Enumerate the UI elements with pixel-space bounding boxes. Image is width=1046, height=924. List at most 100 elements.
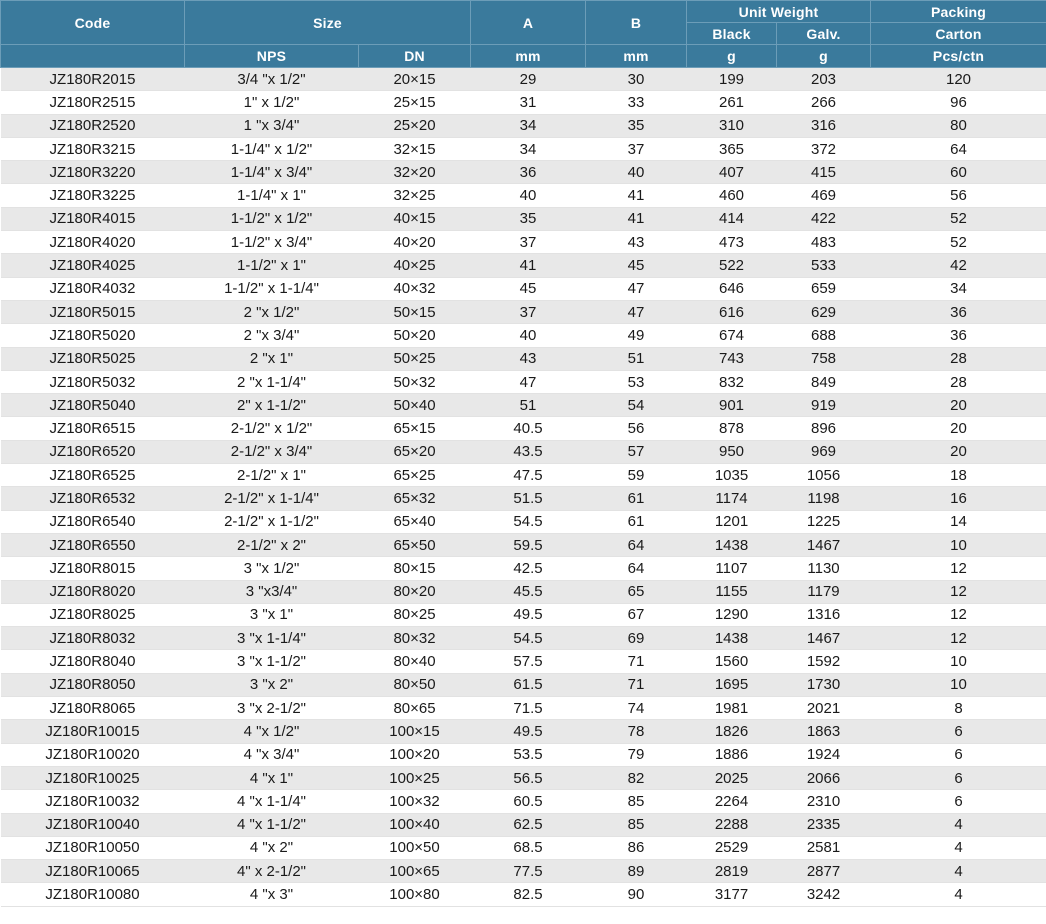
table-row: JZ180R10050 4 "x 2" 100×50 68.5 86 2529 2581 4 bbox=[0, 836, 1046, 861]
black-weight-cell: 901 bbox=[686, 393, 777, 418]
code-cell: JZ180R5040 bbox=[0, 393, 185, 418]
a-cell: 47 bbox=[470, 370, 586, 395]
b-cell: 64 bbox=[585, 533, 687, 558]
galv-weight-cell: 1924 bbox=[776, 743, 871, 767]
code-cell: JZ180R8050 bbox=[0, 673, 185, 698]
b-cell: 89 bbox=[585, 859, 687, 884]
galv-weight-cell: 415 bbox=[776, 160, 871, 185]
a-cell: 45.5 bbox=[470, 580, 586, 604]
b-cell: 65 bbox=[585, 580, 687, 604]
table-row: JZ180R5015 2 "x 1/2" 50×15 37 47 616 629 36 bbox=[0, 300, 1046, 325]
black-weight-cell: 1035 bbox=[686, 463, 777, 488]
dn-cell: 100×40 bbox=[358, 813, 471, 837]
nps-cell: 1-1/2" x 1-1/4" bbox=[184, 277, 359, 301]
dn-cell: 40×32 bbox=[358, 277, 471, 301]
galv-weight-cell: 1467 bbox=[776, 626, 871, 651]
black-weight-cell: 950 bbox=[686, 440, 777, 465]
galv-weight-cell: 1198 bbox=[776, 486, 871, 511]
galv-weight-cell: 2581 bbox=[776, 836, 871, 861]
table-row: JZ180R10015 4 "x 1/2" 100×15 49.5 78 1826 1863… bbox=[0, 719, 1046, 744]
header-black: Black bbox=[686, 22, 778, 45]
packing-cell: 4 bbox=[870, 882, 1046, 907]
nps-cell: 1-1/2" x 3/4" bbox=[184, 230, 359, 255]
b-cell: 64 bbox=[585, 556, 687, 581]
packing-cell: 56 bbox=[870, 183, 1046, 208]
b-cell: 41 bbox=[585, 207, 687, 232]
b-cell: 61 bbox=[585, 510, 687, 534]
b-cell: 47 bbox=[585, 277, 687, 301]
table-row: JZ180R6525 2-1/2" x 1" 65×25 47.5 59 1035 1056… bbox=[0, 463, 1046, 488]
galv-weight-cell: 896 bbox=[776, 416, 871, 441]
b-cell: 41 bbox=[585, 183, 687, 208]
dn-cell: 80×50 bbox=[358, 673, 471, 698]
a-cell: 56.5 bbox=[470, 766, 586, 791]
galv-weight-cell: 316 bbox=[776, 114, 871, 138]
b-cell: 35 bbox=[585, 114, 687, 138]
b-cell: 85 bbox=[585, 789, 687, 814]
code-cell: JZ180R6550 bbox=[0, 533, 185, 558]
dn-cell: 100×20 bbox=[358, 743, 471, 767]
galv-weight-cell: 483 bbox=[776, 230, 871, 255]
a-cell: 71.5 bbox=[470, 696, 586, 721]
black-weight-cell: 646 bbox=[686, 277, 777, 301]
galv-weight-cell: 659 bbox=[776, 277, 871, 301]
header-a-unit: mm bbox=[470, 44, 587, 68]
galv-weight-cell: 2066 bbox=[776, 766, 871, 791]
code-cell: JZ180R5032 bbox=[0, 370, 185, 395]
b-cell: 47 bbox=[585, 300, 687, 325]
b-cell: 30 bbox=[585, 67, 687, 92]
galv-weight-cell: 1863 bbox=[776, 719, 871, 744]
a-cell: 77.5 bbox=[470, 859, 586, 884]
table-row: JZ180R10065 4" x 2-1/2" 100×65 77.5 89 2819 28… bbox=[0, 859, 1046, 884]
dn-cell: 50×15 bbox=[358, 300, 471, 325]
nps-cell: 2 "x 1" bbox=[184, 347, 359, 371]
table-row: JZ180R3220 1-1/4" x 3/4" 32×20 36 40 407 415 60 bbox=[0, 160, 1046, 185]
table-row: JZ180R10032 4 "x 1-1/4" 100×32 60.5 85 2264 23… bbox=[0, 789, 1046, 814]
a-cell: 37 bbox=[470, 230, 586, 255]
b-cell: 67 bbox=[585, 603, 687, 628]
galv-weight-cell: 2021 bbox=[776, 696, 871, 721]
black-weight-cell: 1981 bbox=[686, 696, 777, 721]
black-weight-cell: 2025 bbox=[686, 766, 777, 791]
packing-cell: 42 bbox=[870, 253, 1046, 278]
nps-cell: 2 "x 1-1/4" bbox=[184, 370, 359, 395]
b-cell: 85 bbox=[585, 813, 687, 837]
b-cell: 51 bbox=[585, 347, 687, 371]
packing-cell: 20 bbox=[870, 440, 1046, 465]
a-cell: 36 bbox=[470, 160, 586, 185]
nps-cell: 1 "x 3/4" bbox=[184, 114, 359, 138]
code-cell: JZ180R10020 bbox=[0, 743, 185, 767]
black-weight-cell: 310 bbox=[686, 114, 777, 138]
table-row: JZ180R5020 2 "x 3/4" 50×20 40 49 674 688 36 bbox=[0, 323, 1046, 348]
table-row: JZ180R5040 2" x 1-1/2" 50×40 51 54 901 919 20 bbox=[0, 393, 1046, 418]
b-cell: 33 bbox=[585, 90, 687, 115]
table-header: Code Size A B Unit Weight Packing Black … bbox=[0, 0, 1046, 68]
black-weight-cell: 1438 bbox=[686, 533, 777, 558]
table-row: JZ180R10040 4 "x 1-1/2" 100×40 62.5 85 2288 23… bbox=[0, 813, 1046, 837]
a-cell: 68.5 bbox=[470, 836, 586, 861]
code-cell: JZ180R5020 bbox=[0, 323, 185, 348]
black-weight-cell: 1695 bbox=[686, 673, 777, 698]
packing-cell: 34 bbox=[870, 277, 1046, 301]
galv-weight-cell: 919 bbox=[776, 393, 871, 418]
dn-cell: 65×32 bbox=[358, 486, 471, 511]
a-cell: 35 bbox=[470, 207, 586, 232]
dn-cell: 65×20 bbox=[358, 440, 471, 465]
nps-cell: 4 "x 1" bbox=[184, 766, 359, 791]
header-a: A bbox=[470, 0, 587, 45]
nps-cell: 1-1/4" x 1/2" bbox=[184, 137, 359, 162]
code-cell: JZ180R6525 bbox=[0, 463, 185, 488]
nps-cell: 4" x 2-1/2" bbox=[184, 859, 359, 884]
packing-cell: 4 bbox=[870, 813, 1046, 837]
a-cell: 61.5 bbox=[470, 673, 586, 698]
table-row: JZ180R6515 2-1/2" x 1/2" 65×15 40.5 56 878 896… bbox=[0, 416, 1046, 441]
black-weight-cell: 473 bbox=[686, 230, 777, 255]
a-cell: 51 bbox=[470, 393, 586, 418]
code-cell: JZ180R5025 bbox=[0, 347, 185, 371]
code-cell: JZ180R10015 bbox=[0, 719, 185, 744]
a-cell: 31 bbox=[470, 90, 586, 115]
galv-weight-cell: 3242 bbox=[776, 882, 871, 907]
code-cell: JZ180R2015 bbox=[0, 67, 185, 92]
a-cell: 82.5 bbox=[470, 882, 586, 907]
